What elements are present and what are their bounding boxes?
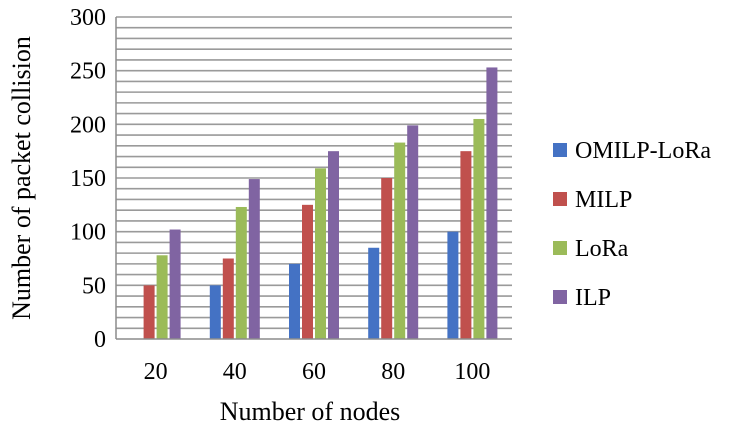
y-tick-label: 300 [70,5,106,31]
bars [143,67,498,340]
bar [222,258,234,339]
y-tick-label: 250 [70,59,106,85]
x-axis-title: Number of nodes [220,397,401,426]
legend-swatch [553,192,567,206]
bar [302,204,313,339]
x-tick-label: 60 [302,359,326,385]
bar [381,178,393,339]
bar [143,285,155,339]
bar [248,179,260,339]
y-tick-label: 200 [70,112,106,138]
bar [209,285,221,339]
legend-swatch [553,290,567,304]
bar [473,118,485,339]
y-axis-title: Number of packet collision [7,36,36,320]
bar [328,151,339,339]
x-tick-label: 40 [223,359,247,385]
x-tick-label: 20 [144,359,168,385]
legend-label: MILP [575,187,632,213]
y-tick-label: 100 [70,220,106,246]
bar [235,206,247,339]
legend-swatch [553,241,567,255]
bar [169,229,181,339]
legend-swatch [553,143,567,157]
x-tick-label: 80 [381,359,405,385]
axes [115,17,512,340]
grid [116,16,512,330]
bar [447,231,459,339]
bar [156,255,168,339]
legend-label: OMILP-LoRa [575,138,711,164]
bar [368,247,380,339]
tick-labels: 0 50 100 150 200 250 300 20 40 60 80 100 [70,5,490,385]
legend-label: ILP [575,285,611,311]
y-tick-label: 0 [94,327,106,353]
y-tick-label: 150 [70,166,106,192]
x-tick-label: 100 [454,359,490,385]
bar [394,142,406,339]
legend: OMILP-LoRa MILP LoRa ILP [553,138,711,311]
bar [460,151,472,339]
bar [315,168,326,339]
bar [486,67,498,340]
bar [407,125,419,339]
legend-label: LoRa [575,236,629,262]
y-tick-label: 50 [82,273,106,299]
bar [289,263,300,339]
